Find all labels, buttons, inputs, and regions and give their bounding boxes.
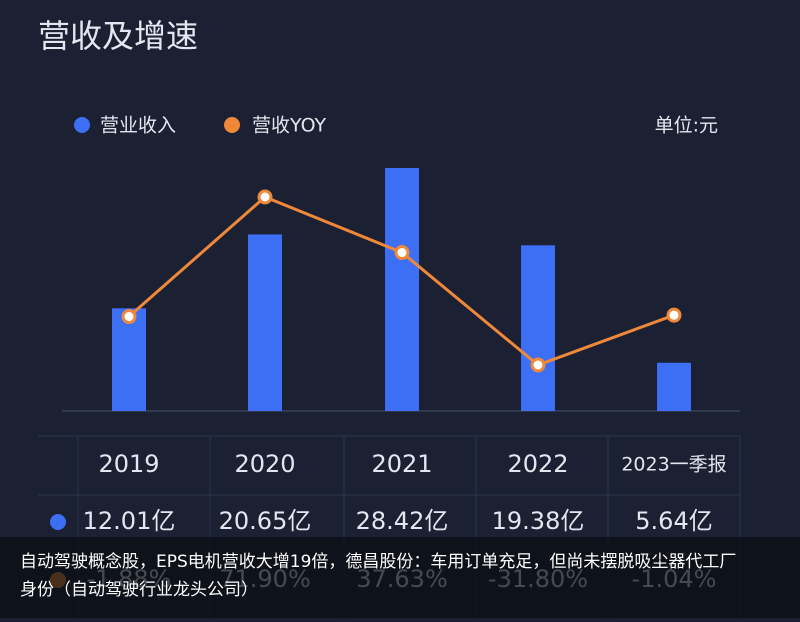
legend-label: 营收YOY [252,115,326,137]
bar [248,234,282,411]
yoy-point [394,245,410,261]
bar [657,362,691,411]
legend-marker [74,117,90,133]
legend-marker [224,117,240,133]
revenue-label: 28.42亿 [356,507,449,535]
table-header: 2023一季报 [621,454,726,476]
bar [385,168,419,411]
row-marker [50,514,66,530]
caption: 自动驾驶概念股，EPS电机营收大增19倍，德昌股份：车用订单充足，但尚未摆脱吸尘… [0,537,800,618]
revenue-label: 20.65亿 [219,507,312,535]
yoy-point [257,189,273,205]
revenue-label: 12.01亿 [83,507,176,535]
unit-label: 单位:元 [655,115,718,137]
revenue-label: 5.64亿 [635,507,712,535]
table-header: 2019 [98,450,159,478]
legend-label: 营业收入 [100,115,176,137]
yoy-point [530,357,546,373]
revenue-label: 19.38亿 [492,507,585,535]
yoy-point [666,307,682,323]
bar [521,245,555,411]
bar [112,308,146,411]
chart-title: 营收及增速 [38,17,198,55]
table-header: 2020 [234,450,295,478]
table-header: 2022 [507,450,568,478]
table-header: 2021 [371,450,432,478]
yoy-point [121,309,137,325]
